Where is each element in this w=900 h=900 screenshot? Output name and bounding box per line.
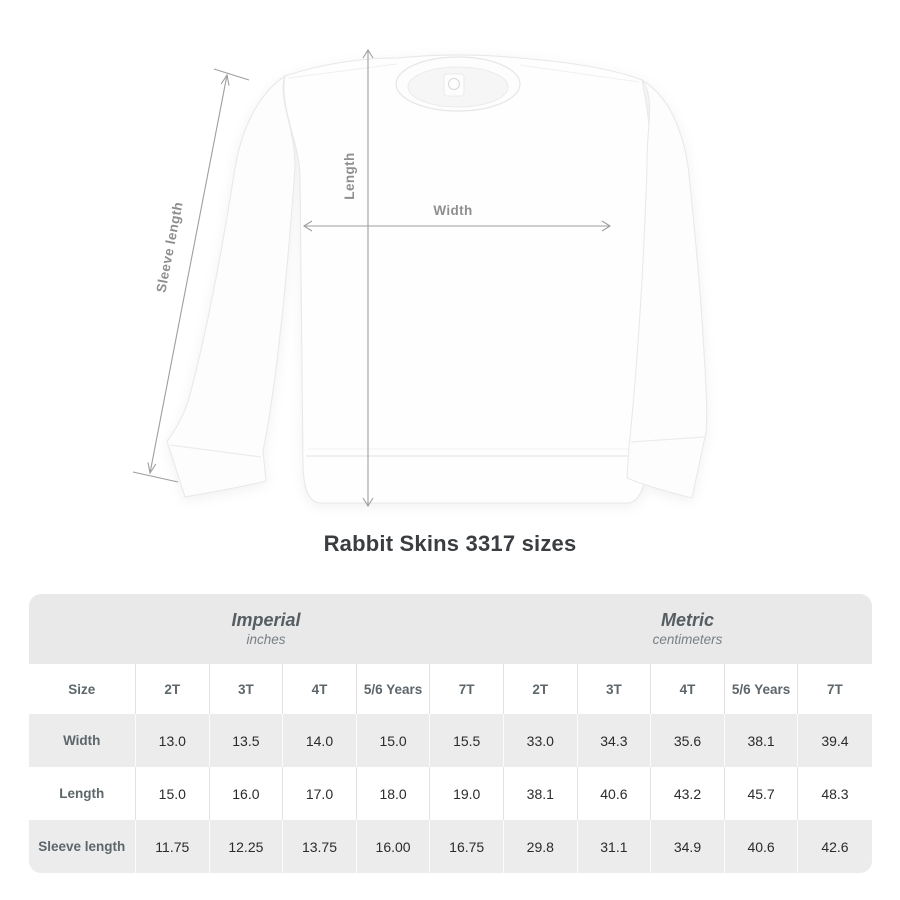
row-label: Length bbox=[59, 786, 105, 801]
length-arrow bbox=[362, 48, 374, 508]
metric-group-subtitle: centimeters bbox=[652, 632, 723, 648]
length-dimension-label: Length bbox=[342, 152, 357, 199]
table-row-width: Width 13.0 13.5 14.0 15.0 15.5 33.0 34.3… bbox=[28, 714, 872, 767]
row-label: Sleeve length bbox=[38, 839, 126, 854]
metric-group-header: Metric centimeters bbox=[503, 594, 872, 664]
column-header: 3T bbox=[208, 664, 283, 714]
table-cell: 15.0 bbox=[135, 767, 210, 820]
imperial-group-title: Imperial bbox=[231, 609, 301, 630]
table-cell: 42.6 bbox=[797, 820, 872, 873]
sweatshirt-body bbox=[283, 54, 653, 504]
table-cell: 40.6 bbox=[723, 820, 798, 873]
size-table-card: Imperial inches Metric centimeters Size … bbox=[28, 594, 872, 873]
left-shoulder-seam bbox=[287, 63, 398, 79]
table-cell: 15.0 bbox=[355, 714, 430, 767]
table-cell: 40.6 bbox=[576, 767, 651, 820]
table-cell: 45.7 bbox=[723, 767, 798, 820]
column-header-row: Size 2T 3T 4T 5/6 Years 7T 2T 3T 4T 5/6 … bbox=[28, 664, 872, 714]
sleeve-length-arrow bbox=[132, 68, 250, 483]
neck-tag-logo-icon bbox=[448, 78, 460, 90]
table-cell: 17.0 bbox=[282, 767, 357, 820]
column-header: 3T bbox=[576, 664, 651, 714]
column-header: 7T bbox=[797, 664, 872, 714]
column-header: 2T bbox=[135, 664, 210, 714]
measurement-arrows bbox=[132, 48, 612, 508]
table-cell: 33.0 bbox=[503, 714, 578, 767]
sweatshirt-illustration bbox=[166, 54, 708, 504]
table-cell: 13.5 bbox=[208, 714, 283, 767]
size-table: Imperial inches Metric centimeters Size … bbox=[28, 594, 872, 873]
metric-group-title: Metric bbox=[660, 609, 714, 630]
table-cell: 11.75 bbox=[135, 820, 210, 873]
table-cell: 29.8 bbox=[503, 820, 578, 873]
imperial-group-header: Imperial inches bbox=[28, 594, 504, 664]
table-cell: 31.1 bbox=[576, 820, 651, 873]
right-cuff-seam bbox=[630, 436, 705, 443]
table-cell: 38.1 bbox=[503, 767, 578, 820]
table-cell: 48.3 bbox=[797, 767, 872, 820]
table-cell: 34.3 bbox=[576, 714, 651, 767]
row-label: Width bbox=[63, 733, 101, 748]
page-title: Rabbit Skins 3317 sizes bbox=[323, 531, 577, 556]
table-row-length: Length 15.0 16.0 17.0 18.0 19.0 38.1 40.… bbox=[28, 767, 872, 820]
table-cell: 35.6 bbox=[650, 714, 725, 767]
column-header: 2T bbox=[503, 664, 578, 714]
sleeve-length-dimension-label: Sleeve length bbox=[153, 200, 185, 293]
table-row-sleeve-length: Sleeve length 11.75 12.25 13.75 16.00 16… bbox=[28, 820, 872, 873]
table-cell: 15.5 bbox=[429, 714, 504, 767]
table-cell: 19.0 bbox=[429, 767, 504, 820]
width-dimension-label: Width bbox=[433, 203, 472, 218]
column-header: 5/6 Years bbox=[723, 664, 798, 714]
column-header: 4T bbox=[650, 664, 725, 714]
column-header: 4T bbox=[282, 664, 357, 714]
column-header-size: Size bbox=[28, 664, 136, 714]
table-cell: 14.0 bbox=[282, 714, 357, 767]
right-sleeve bbox=[626, 79, 708, 499]
neck-tag bbox=[443, 73, 465, 97]
table-cell: 34.9 bbox=[650, 820, 725, 873]
table-cell: 12.25 bbox=[208, 820, 283, 873]
table-cell: 43.2 bbox=[650, 767, 725, 820]
right-shoulder-seam bbox=[519, 64, 640, 83]
table-cell: 38.1 bbox=[723, 714, 798, 767]
column-header: 7T bbox=[429, 664, 504, 714]
table-cell: 13.0 bbox=[135, 714, 210, 767]
table-cell: 39.4 bbox=[797, 714, 872, 767]
sweatshirt-diagram-svg: Length Width Sleeve length bbox=[132, 48, 708, 508]
imperial-group-subtitle: inches bbox=[246, 632, 286, 648]
table-cell: 16.00 bbox=[355, 820, 430, 873]
column-header: 5/6 Years bbox=[355, 664, 430, 714]
table-cell: 13.75 bbox=[282, 820, 357, 873]
table-cell: 16.0 bbox=[208, 767, 283, 820]
width-arrow bbox=[302, 220, 612, 232]
left-sleeve bbox=[166, 74, 296, 498]
left-cuff-seam bbox=[169, 444, 262, 458]
sweatshirt-diagram: Length Width Sleeve length bbox=[132, 48, 708, 508]
table-cell: 18.0 bbox=[355, 767, 430, 820]
table-cell: 16.75 bbox=[429, 820, 504, 873]
unit-group-row: Imperial inches Metric centimeters bbox=[28, 594, 872, 664]
